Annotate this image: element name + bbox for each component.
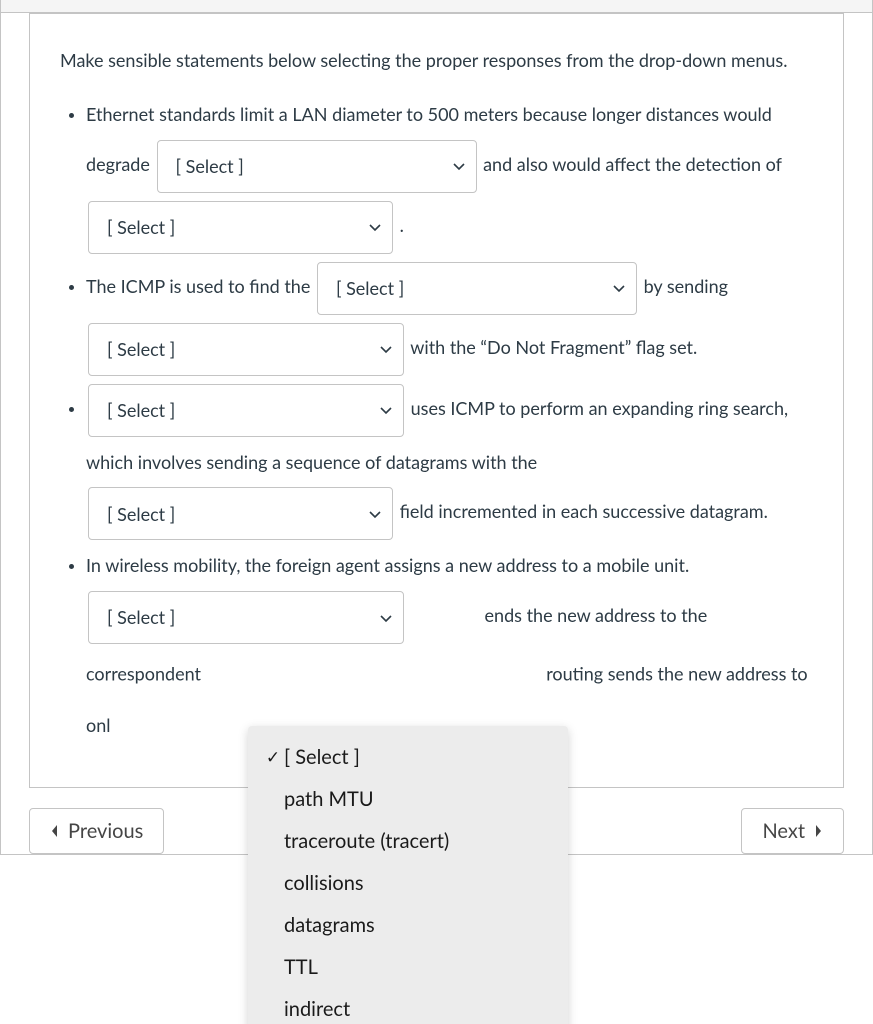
select-path-mtu[interactable]: [ Select ] bbox=[317, 262, 637, 315]
previous-label: Previous bbox=[68, 819, 143, 843]
next-button[interactable]: Next bbox=[741, 808, 844, 854]
dropdown-option-label: TTL bbox=[284, 950, 318, 984]
select-placeholder: [ Select ] bbox=[107, 596, 175, 639]
dropdown-menu-open: ✓ [ Select ] path MTU traceroute (tracer… bbox=[248, 726, 568, 1024]
chevron-down-icon bbox=[379, 611, 393, 625]
dropdown-option-label: datagrams bbox=[284, 908, 375, 942]
dropdown-option-path-mtu[interactable]: path MTU bbox=[248, 778, 568, 820]
select-ttl[interactable]: [ Select ] bbox=[88, 487, 393, 540]
chevron-down-icon bbox=[452, 159, 466, 173]
statement-2-text-a: The ICMP is used to find the bbox=[86, 275, 310, 297]
dropdown-option-label: indirect bbox=[284, 992, 350, 1024]
select-placeholder: [ Select ] bbox=[107, 493, 175, 536]
statement-4-text-a: In wireless mobility, the foreign agent … bbox=[86, 554, 689, 576]
dropdown-option-ttl[interactable]: TTL bbox=[248, 946, 568, 988]
instructions-text: Make sensible statements below selecting… bbox=[60, 46, 813, 75]
previous-button[interactable]: Previous bbox=[29, 808, 164, 854]
dropdown-option-label: traceroute (tracert) bbox=[284, 824, 449, 858]
dropdown-option-traceroute[interactable]: traceroute (tracert) bbox=[248, 820, 568, 862]
select-placeholder: [ Select ] bbox=[107, 206, 175, 249]
statement-2-text-b: by sending bbox=[644, 275, 728, 297]
statement-1-text-c: . bbox=[400, 214, 404, 236]
statement-4-text-b: ends the new address to the bbox=[485, 604, 708, 626]
select-placeholder: [ Select ] bbox=[107, 389, 175, 432]
select-placeholder: [ Select ] bbox=[336, 267, 404, 310]
statement-1-text-b: and also would affect the detection of bbox=[483, 153, 782, 175]
dropdown-option-collisions[interactable]: collisions bbox=[248, 862, 568, 904]
statement-3-text-b: field incremented in each successive dat… bbox=[400, 501, 768, 523]
panel-header-strip bbox=[1, 0, 872, 13]
statement-2-text-c: with the “Do Not Fragment” flag set. bbox=[410, 336, 697, 358]
chevron-down-icon bbox=[379, 342, 393, 356]
dropdown-option-select[interactable]: ✓ [ Select ] bbox=[248, 736, 568, 778]
statement-2: The ICMP is used to find the [ Select ] … bbox=[86, 258, 813, 380]
question-panel: Make sensible statements below selecting… bbox=[29, 13, 844, 788]
check-icon: ✓ bbox=[262, 743, 284, 772]
dropdown-option-datagrams[interactable]: datagrams bbox=[248, 904, 568, 946]
select-datagrams[interactable]: [ Select ] bbox=[88, 323, 404, 376]
dropdown-option-label: path MTU bbox=[284, 782, 374, 816]
statement-list: Ethernet standards limit a LAN diameter … bbox=[60, 93, 813, 747]
select-placeholder: [ Select ] bbox=[107, 328, 175, 371]
caret-left-icon bbox=[50, 819, 60, 843]
select-placeholder: [ Select ] bbox=[176, 145, 244, 188]
select-signal-quality[interactable]: [ Select ] bbox=[157, 140, 477, 193]
dropdown-option-indirect[interactable]: indirect bbox=[248, 988, 568, 1024]
chevron-down-icon bbox=[379, 403, 393, 417]
chevron-down-icon bbox=[612, 281, 626, 295]
next-label: Next bbox=[762, 819, 805, 843]
caret-right-icon bbox=[813, 819, 823, 843]
select-collisions[interactable]: [ Select ] bbox=[88, 201, 393, 254]
chevron-down-icon bbox=[368, 220, 382, 234]
statement-4: In wireless mobility, the foreign agent … bbox=[86, 544, 813, 747]
select-routing-type-1[interactable]: [ Select ] bbox=[88, 591, 404, 644]
dropdown-option-label: [ Select ] bbox=[284, 740, 360, 774]
statement-1: Ethernet standards limit a LAN diameter … bbox=[86, 93, 813, 258]
select-traceroute[interactable]: [ Select ] bbox=[88, 384, 404, 437]
dropdown-option-label: collisions bbox=[284, 866, 364, 900]
chevron-down-icon bbox=[368, 507, 382, 521]
statement-4-text-c: correspondent bbox=[86, 663, 201, 685]
statement-3: [ Select ] uses ICMP to perform an expan… bbox=[86, 380, 813, 545]
